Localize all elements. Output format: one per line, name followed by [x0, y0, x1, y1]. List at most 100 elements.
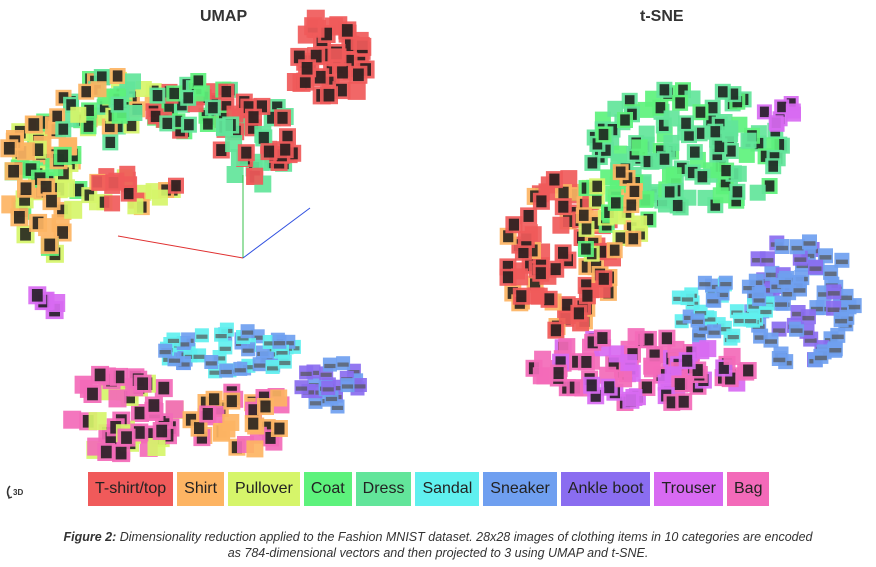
point-tile: [216, 119, 233, 137]
item-thumbnail: [577, 231, 588, 244]
item-thumbnail: [704, 317, 716, 322]
item-thumbnail: [324, 363, 336, 369]
item-thumbnail: [143, 428, 155, 441]
legend-item-sneaker[interactable]: Sneaker: [483, 472, 557, 506]
item-thumbnail: [194, 422, 205, 434]
item-thumbnail: [354, 384, 366, 389]
item-thumbnail: [769, 152, 780, 164]
item-thumbnail: [258, 131, 269, 144]
item-thumbnail: [209, 393, 220, 406]
point-tile: [723, 347, 741, 365]
item-thumbnail: [260, 400, 271, 413]
item-thumbnail: [341, 24, 353, 37]
view-3d-toggle-button[interactable]: 3D: [4, 480, 28, 504]
item-thumbnail: [835, 318, 848, 324]
item-thumbnail: [279, 360, 291, 366]
point-tile: [631, 215, 648, 232]
rotate-3d-icon: 3D: [6, 485, 23, 499]
item-thumbnail: [158, 381, 170, 395]
item-thumbnail: [341, 384, 354, 389]
item-thumbnail: [707, 299, 719, 304]
legend-item-trouser[interactable]: Trouser: [654, 472, 723, 506]
item-thumbnail: [83, 120, 94, 132]
item-thumbnail: [608, 357, 619, 370]
legend-item-ankle-boot[interactable]: Ankle boot: [560, 472, 651, 506]
item-thumbnail: [115, 446, 127, 460]
item-thumbnail: [760, 150, 771, 162]
point-tile: [47, 294, 66, 312]
item-thumbnail: [202, 408, 213, 420]
item-thumbnail: [46, 194, 57, 208]
item-thumbnail: [792, 311, 805, 317]
item-thumbnail: [203, 118, 213, 130]
point-tile: [625, 389, 643, 406]
item-thumbnail: [581, 279, 592, 292]
item-thumbnail: [725, 372, 736, 385]
point-tile: [609, 208, 626, 225]
item-thumbnail: [819, 255, 832, 260]
tsne-scatter[interactable]: [499, 81, 862, 411]
item-thumbnail: [774, 139, 785, 151]
item-thumbnail: [620, 114, 630, 126]
point-tile: [270, 389, 288, 407]
item-thumbnail: [208, 102, 218, 114]
point-tile: [663, 110, 680, 127]
item-thumbnail: [66, 99, 76, 111]
item-thumbnail: [57, 204, 68, 218]
item-thumbnail: [778, 280, 791, 285]
point-tile: [532, 367, 550, 385]
item-thumbnail: [320, 372, 332, 377]
item-thumbnail: [587, 157, 598, 169]
item-thumbnail: [263, 145, 275, 158]
item-thumbnail: [44, 238, 56, 252]
item-thumbnail: [582, 289, 593, 302]
item-thumbnail: [659, 84, 670, 96]
item-thumbnail: [280, 143, 291, 156]
item-thumbnail: [20, 182, 32, 195]
item-thumbnail: [28, 118, 40, 131]
tsne-title: t-SNE: [640, 8, 684, 25]
item-thumbnail: [325, 396, 338, 402]
item-thumbnail: [300, 371, 312, 376]
item-thumbnail: [19, 193, 30, 206]
point-tile: [769, 116, 785, 132]
item-thumbnail: [615, 232, 626, 244]
legend-item-shirt[interactable]: Shirt: [177, 472, 225, 506]
item-thumbnail: [773, 357, 786, 363]
item-thumbnail: [242, 348, 254, 353]
item-thumbnail: [682, 354, 693, 367]
item-thumbnail: [695, 106, 706, 118]
legend-item-dress[interactable]: Dress: [355, 472, 412, 506]
item-thumbnail: [754, 335, 767, 340]
item-thumbnail: [581, 223, 592, 235]
item-thumbnail: [677, 162, 687, 174]
item-thumbnail: [219, 346, 231, 351]
legend-item-pullover[interactable]: Pullover: [228, 472, 300, 506]
point-tile: [740, 132, 757, 149]
item-thumbnail: [276, 351, 288, 356]
legend-item-sandal[interactable]: Sandal: [415, 472, 480, 506]
item-thumbnail: [718, 86, 728, 98]
item-thumbnail: [743, 286, 755, 291]
umap-scatter[interactable]: [0, 9, 375, 463]
legend-item-coat[interactable]: Coat: [303, 472, 352, 506]
item-thumbnail: [690, 146, 700, 158]
item-thumbnail: [314, 70, 326, 84]
point-tile: [347, 81, 366, 100]
legend-item-t-shirt-top[interactable]: T-shirt/top: [88, 472, 174, 506]
legend-item-bag[interactable]: Bag: [727, 472, 770, 506]
item-thumbnail: [100, 445, 112, 459]
item-thumbnail: [164, 102, 174, 114]
item-thumbnail: [719, 327, 731, 332]
item-thumbnail: [748, 304, 760, 309]
point-tile: [560, 170, 578, 188]
caption-text: Dimensionality reduction applied to the …: [116, 530, 813, 560]
item-thumbnail: [692, 364, 703, 376]
embedding-visualization[interactable]: [0, 0, 876, 470]
item-thumbnail: [761, 258, 774, 263]
item-thumbnail: [581, 260, 592, 273]
item-thumbnail: [712, 148, 723, 161]
item-thumbnail: [586, 379, 597, 392]
item-thumbnail: [167, 338, 180, 343]
item-thumbnail: [707, 102, 718, 114]
